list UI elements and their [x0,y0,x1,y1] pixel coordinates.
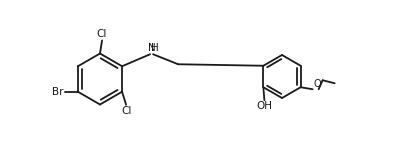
Text: O: O [313,79,321,89]
Text: Br: Br [53,87,64,97]
Text: OH: OH [256,101,272,111]
Text: H: H [151,43,159,53]
Text: N: N [148,43,155,53]
Text: Cl: Cl [121,106,131,116]
Text: Cl: Cl [97,29,107,40]
